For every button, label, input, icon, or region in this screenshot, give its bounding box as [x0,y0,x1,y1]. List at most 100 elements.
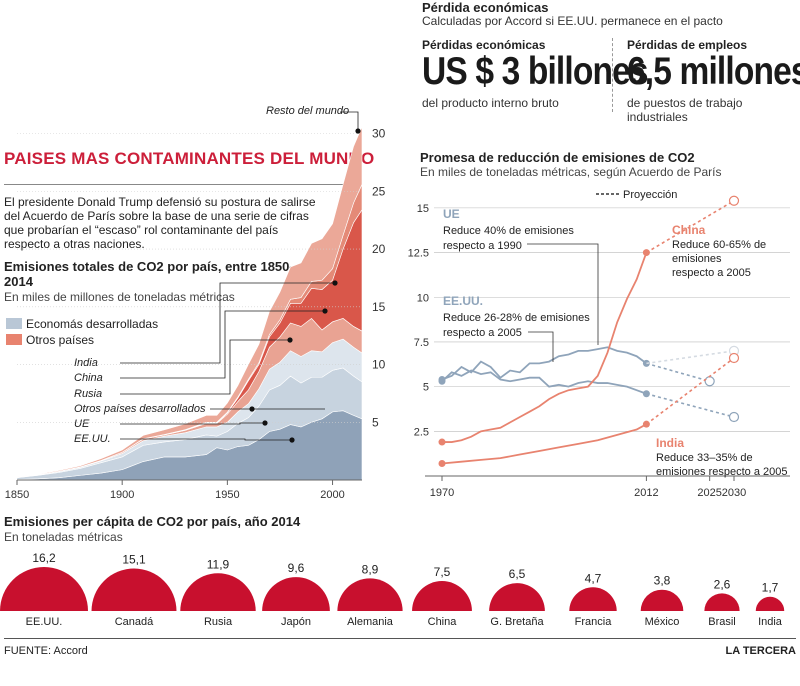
area-label-dot [262,420,268,426]
line-note-ue: respecto a 1990 [443,240,522,252]
percapita-country: Canadá [115,616,154,628]
legend-projection-label: Proyección [623,189,677,201]
line-start-dot [438,438,446,446]
brand-logo: LA TERCERA [725,645,796,657]
main-title: PAISES MAS CONTAMINANTES DEL MUNDO [4,149,375,168]
line-projection [646,393,735,418]
line-y-tick: 12.5 [408,248,429,260]
percapita-country: Francia [575,616,613,628]
percapita-country: G. Bretaña [490,616,544,628]
area-x-tick: 1950 [215,489,239,501]
area-label-dot [355,128,361,134]
percapita-country: Rusia [204,616,233,628]
line-note-leader [528,331,554,362]
percapita-country: Japón [281,616,311,628]
percapita-value: 16,2 [32,551,56,565]
jobs-loss-desc: de puestos de trabajo industriales [627,96,743,124]
area-leader-line [120,438,292,441]
line-series-1 [441,346,647,381]
title-rule [4,184,362,185]
percapita-country: Brasil [708,616,736,628]
percapita-value: 9,6 [288,561,305,575]
intro-text: El presidente Donald Trump defensió su p… [4,195,316,251]
area-label-ue: UE [74,418,90,430]
area-label-resto: Resto del mundo [266,105,350,117]
line-y-tick: 2.5 [414,426,429,438]
footer-rule [4,638,796,639]
line-projection-end [704,376,715,387]
percapita-value: 7,5 [434,565,451,579]
line-chart-title: Promesa de reducción de emisiones de CO2 [420,150,695,165]
percapita-bubble [569,587,617,611]
percapita-value: 2,6 [714,577,731,591]
area-label-dot [249,406,255,412]
gdp-loss-label: Pérdidas económicas [422,38,546,52]
percapita-bubble [262,577,330,611]
line-2012-dot [642,420,650,428]
gdp-loss-value: US $ 3 billones [422,50,649,93]
percapita-bubble [0,567,88,611]
percapita-bubble [640,589,684,611]
line-2012-dot [642,249,650,257]
line-projection-end [728,352,740,364]
line-series-0 [441,369,647,395]
percapita-bubble [755,596,785,611]
area-label-rusia: Rusia [74,388,103,400]
line-x-tick: 1970 [430,487,454,499]
line-note-india: emisiones respecto a 2005 [656,466,787,478]
legend-swatch-others [6,334,22,345]
kpi-divider [612,38,613,112]
area-label-dot [289,437,295,443]
percapita-value: 15,1 [122,553,146,567]
area-y-tick: 15 [372,300,386,314]
area-label-eeuu: EE.UU. [74,433,111,445]
line-x-tick: 2012 [634,487,658,499]
source-note: FUENTE: Accord [4,645,88,657]
area-label-india: India [74,357,98,369]
line-y-tick: 5 [423,382,429,394]
area-x-tick: 1850 [5,489,29,501]
area-leader-line [120,422,265,425]
line-start-dot [438,375,446,383]
line-label-eeuu: EE.UU. [443,294,483,308]
line-label-china: China [672,223,706,237]
area-leader-line [120,282,335,364]
area-y-tick: 20 [372,242,386,256]
percapita-bubble [412,581,472,611]
line-start-dot [438,459,446,467]
line-projection-end [728,195,740,206]
area-y-tick: 25 [372,184,386,198]
line-note-eeuu: Reduce 26-28% de emisiones [443,312,590,324]
area-label-dot [322,308,328,314]
line-note-china: respecto a 2005 [672,267,751,279]
percapita-bubble [489,583,545,611]
legend-swatch-developed [6,318,22,329]
percapita-bubble [180,573,256,611]
area-y-tick: 10 [372,358,386,372]
percapita-value: 1,7 [762,581,779,595]
line-series-2 [442,252,648,443]
line-chart-subtitle: En miles de toneladas métricas, según Ac… [420,165,722,179]
percapita-value: 4,7 [585,571,602,585]
percapita-bubble [91,568,177,611]
line-note-india: Reduce 33–35% de [656,452,753,464]
area-chart-subtitle: En miles de millones de toneladas métric… [4,290,235,304]
line-projection [645,200,735,254]
line-projection [646,362,710,383]
legend-label-developed: Economás desarrolladas [26,317,159,331]
area-leader-line [340,111,359,131]
percapita-country: EE.UU. [26,616,63,628]
line-note-ue: Reduce 40% de emisiones [443,225,574,237]
line-label-ue: UE [443,207,460,221]
line-note-china: emisiones [672,253,722,265]
economic-losses-title: Pérdida económicas [422,0,549,15]
line-y-tick: 10 [417,292,429,304]
area-y-tick: 30 [372,127,386,141]
area-label-dot [332,280,338,286]
percapita-chart: 16,2 EE.UU. 15,1 Canadá 11,9 Rusia 9,6 Japón 8,9… [0,551,785,628]
area-label-dot [287,337,293,343]
economic-losses-subtitle: Calculadas por Accord si EE.UU. permanec… [422,14,723,28]
percapita-country: China [428,616,458,628]
